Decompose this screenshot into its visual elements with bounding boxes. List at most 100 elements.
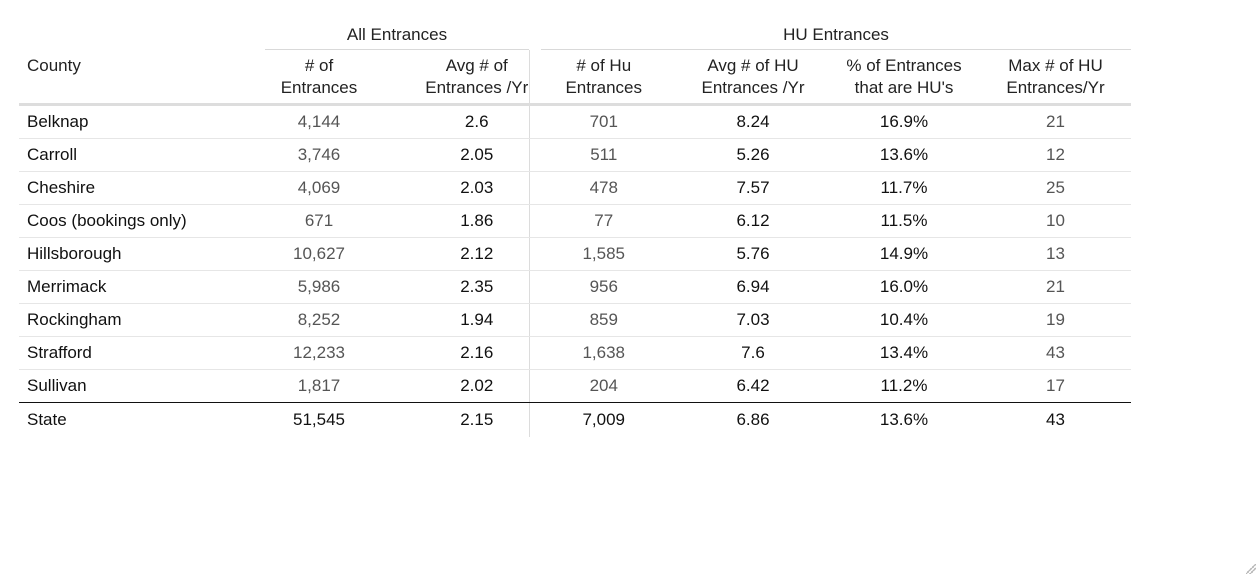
cell-avg-hu-entrances-yr: 6.94 — [678, 270, 828, 304]
header-row: County # of Entrances Avg # of Entrances… — [19, 50, 1131, 106]
cell-entrances: 1,817 — [213, 369, 425, 403]
cell-max-hu-yr: 10 — [980, 204, 1131, 238]
cell-hu-entrances: 1,585 — [529, 237, 678, 271]
header-line: that are HU's — [854, 78, 954, 97]
cell-avg-entrances-yr: 2.15 — [425, 402, 530, 437]
cell-pct-hu: 10.4% — [828, 303, 980, 337]
cell-pct-hu: 11.7% — [828, 171, 980, 205]
cell-pct-hu: 14.9% — [828, 237, 980, 271]
cell-avg-entrances-yr: 2.05 — [425, 138, 530, 172]
data-table-widget: All Entrances HU Entrances County # of E… — [19, 20, 1131, 437]
cell-entrances: 4,069 — [213, 171, 425, 205]
cell-county: Belknap — [19, 104, 213, 139]
cell-pct-hu: 16.0% — [828, 270, 980, 304]
cell-avg-entrances-yr: 2.6 — [425, 104, 530, 139]
cell-pct-hu: 13.6% — [879, 410, 929, 429]
cell-county: Sullivan — [19, 369, 213, 403]
cell-avg-entrances-yr: 1.86 — [425, 204, 530, 238]
cell-max-hu-yr: 21 — [980, 270, 1131, 304]
cell-hu-entrances: 511 — [529, 138, 678, 172]
group-header-hu-entrances: HU Entrances — [541, 20, 1131, 50]
cell-max-hu-yr: 43 — [1046, 410, 1065, 429]
header-avg-entrances-yr: Avg # of Entrances /Yr — [425, 50, 530, 106]
cell-max-hu-yr: 25 — [980, 171, 1131, 205]
cell-avg-hu-entrances-yr: 7.6 — [678, 336, 828, 370]
table-body: Belknap 4,144 2.6 701 8.24 16.9% 21 Carroll 3,74… — [19, 104, 1131, 403]
cell-county: Rockingham — [19, 303, 213, 337]
cell-avg-entrances-yr: 2.02 — [425, 369, 530, 403]
cell-entrances: 671 — [213, 204, 425, 238]
cell-hu-entrances: 204 — [529, 369, 678, 403]
cell-max-hu-yr: 12 — [980, 138, 1131, 172]
cell-hu-entrances: 859 — [529, 303, 678, 337]
header-max-hu-yr: Max # of HU Entrances/Yr — [980, 50, 1131, 106]
cell-avg-entrances-yr: 2.16 — [425, 336, 530, 370]
header-line: # of Hu — [576, 56, 632, 75]
cell-hu-entrances: 478 — [529, 171, 678, 205]
header-line: Entrances — [565, 78, 643, 97]
cell-avg-hu-entrances-yr: 8.24 — [678, 104, 828, 139]
cell-avg-hu-entrances-yr: 6.12 — [678, 204, 828, 238]
header-entrances: # of Entrances — [213, 50, 425, 106]
cell-avg-entrances-yr: 2.35 — [425, 270, 530, 304]
cell-hu-entrances: 1,638 — [529, 336, 678, 370]
header-line: Avg # of HU — [707, 56, 799, 75]
cell-entrances: 3,746 — [213, 138, 425, 172]
cell-hu-entrances: 77 — [529, 204, 678, 238]
cell-max-hu-yr: 17 — [980, 369, 1131, 403]
cell-avg-hu-entrances-yr: 5.76 — [678, 237, 828, 271]
table-row: Belknap 4,144 2.6 701 8.24 16.9% 21 — [19, 104, 1131, 139]
header-county: County — [19, 50, 213, 106]
cell-county: Strafford — [19, 336, 213, 370]
cell-pct-hu: 11.5% — [828, 204, 980, 238]
table-row: Rockingham 8,252 1.94 859 7.03 10.4% 19 — [19, 303, 1131, 337]
table-row: Strafford 12,233 2.16 1,638 7.6 13.4% 43 — [19, 336, 1131, 370]
table-row: Sullivan 1,817 2.02 204 6.42 11.2% 17 — [19, 369, 1131, 403]
cell-avg-hu-entrances-yr: 5.26 — [678, 138, 828, 172]
cell-avg-hu-entrances-yr: 7.57 — [678, 171, 828, 205]
header-line: Entrances /Yr — [425, 78, 529, 97]
table-row: Hillsborough 10,627 2.12 1,585 5.76 14.9% 13 — [19, 237, 1131, 271]
header-line: Entrances — [280, 78, 358, 97]
cell-entrances: 51,545 — [293, 410, 345, 429]
cell-avg-entrances-yr: 2.12 — [425, 237, 530, 271]
header-line: % of Entrances — [846, 56, 962, 75]
cell-pct-hu: 16.9% — [828, 104, 980, 139]
cell-hu-entrances: 701 — [529, 104, 678, 139]
cell-county: Merrimack — [19, 270, 213, 304]
cell-avg-hu-entrances-yr: 6.42 — [678, 369, 828, 403]
header-line: # of — [304, 56, 334, 75]
state-total-row: State 51,545 2.15 7,009 6.86 13.6% 43 — [19, 402, 1131, 437]
header-line: Max # of HU — [1008, 56, 1103, 75]
cell-entrances: 8,252 — [213, 303, 425, 337]
header-hu-entrances: # of Hu Entrances — [529, 50, 678, 106]
header-avg-hu-entrances-yr: Avg # of HU Entrances /Yr — [678, 50, 828, 106]
cell-entrances: 5,986 — [213, 270, 425, 304]
cell-hu-entrances: 956 — [529, 270, 678, 304]
cell-county: Coos (bookings only) — [19, 204, 213, 238]
header-line: Entrances/Yr — [1006, 78, 1105, 97]
group-header-all-entrances: All Entrances — [265, 20, 529, 50]
entrances-table: County # of Entrances Avg # of Entrances… — [19, 50, 1131, 437]
cell-avg-hu-entrances-yr: 6.86 — [736, 410, 770, 429]
table-row: Merrimack 5,986 2.35 956 6.94 16.0% 21 — [19, 270, 1131, 304]
cell-entrances: 4,144 — [213, 104, 425, 139]
header-line: Avg # of — [445, 56, 508, 75]
cell-avg-entrances-yr: 2.03 — [425, 171, 530, 205]
cell-entrances: 10,627 — [213, 237, 425, 271]
header-line: County — [27, 56, 81, 75]
cell-entrances: 12,233 — [213, 336, 425, 370]
cell-max-hu-yr: 13 — [980, 237, 1131, 271]
cell-max-hu-yr: 19 — [980, 303, 1131, 337]
header-pct-hu: % of Entrances that are HU's — [828, 50, 980, 106]
table-row: Coos (bookings only) 671 1.86 77 6.12 11.5% 10 — [19, 204, 1131, 238]
resize-grip-icon[interactable] — [1246, 564, 1256, 574]
header-line: Entrances /Yr — [701, 78, 805, 97]
cell-max-hu-yr: 21 — [980, 104, 1131, 139]
table-row: Cheshire 4,069 2.03 478 7.57 11.7% 25 — [19, 171, 1131, 205]
cell-avg-entrances-yr: 1.94 — [425, 303, 530, 337]
cell-max-hu-yr: 43 — [980, 336, 1131, 370]
cell-county: State — [27, 410, 67, 429]
cell-county: Cheshire — [19, 171, 213, 205]
column-group-headers: All Entrances HU Entrances — [19, 20, 1131, 50]
